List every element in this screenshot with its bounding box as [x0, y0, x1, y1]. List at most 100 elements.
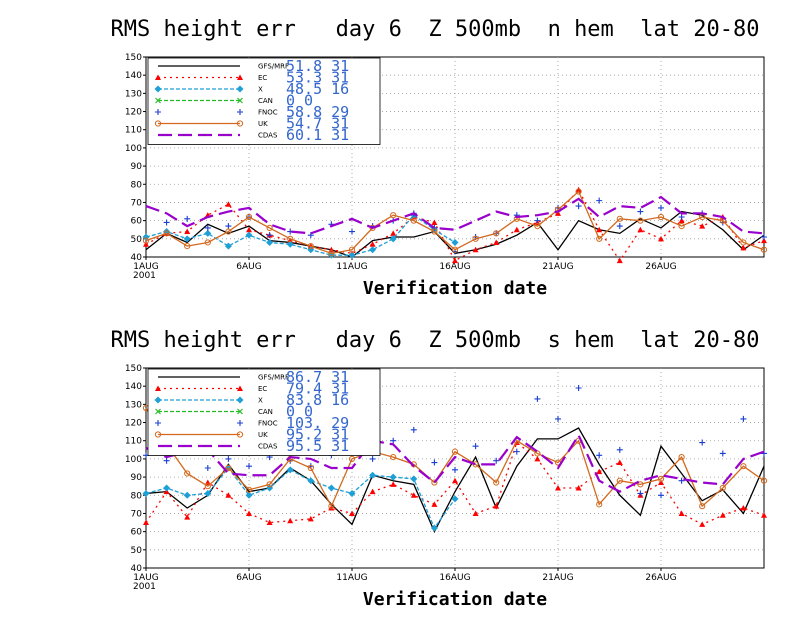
data-point: [184, 514, 191, 520]
legend-series-stat: 83.8 16: [286, 391, 349, 409]
data-point: [431, 224, 438, 231]
data-point: [369, 246, 377, 254]
data-point: [266, 481, 273, 488]
y-tick-label: 110: [125, 126, 142, 136]
x-tick-label: 6AUG: [236, 573, 261, 583]
legend-series-stat: 95.5 31: [286, 437, 349, 455]
legend-series-name: EC: [258, 385, 267, 393]
data-point: [699, 223, 706, 229]
data-point: [575, 385, 582, 391]
data-point: [204, 239, 211, 246]
y-tick-label: 70: [131, 198, 143, 208]
legend-series-name: FNOC: [258, 420, 278, 428]
data-point: [389, 235, 397, 243]
data-point: [575, 485, 582, 491]
data-point: [657, 213, 665, 221]
data-point: [761, 234, 767, 240]
data-point: [555, 210, 561, 216]
data-point: [493, 230, 500, 237]
y-tick-label: 130: [125, 400, 142, 410]
series-line: [145, 190, 765, 255]
legend-series-stat: 60.1 31: [286, 126, 349, 144]
legend-series-name: FNOC: [258, 109, 278, 117]
data-point: [184, 470, 191, 477]
y-tick-label: 60: [131, 217, 143, 227]
data-point: [348, 246, 356, 253]
legend-series-stat: 0 0: [286, 403, 313, 421]
x-tick-label: 1AUG: [133, 262, 158, 272]
data-point: [431, 479, 438, 486]
legend-series-stat: 103. 29: [286, 414, 349, 432]
legend-marker: [236, 431, 244, 438]
legend-series-name: GFS/MRF: [258, 63, 289, 71]
data-point: [637, 481, 644, 488]
data-point: [204, 483, 211, 490]
data-point: [390, 230, 397, 236]
legend-series-name: CAN: [258, 408, 273, 416]
data-point: [472, 235, 479, 242]
chart-title: RMS height err day 6 Z 500mb n hem lat 2…: [110, 17, 759, 42]
data-point: [184, 242, 191, 250]
x-tick-label: 21AUG: [542, 262, 573, 272]
data-point: [555, 415, 561, 422]
y-tick-label: 120: [125, 108, 142, 118]
series-line: [145, 427, 765, 534]
legend-marker: [155, 97, 161, 104]
x-tick-label: 21AUG: [542, 573, 573, 583]
legend-series-stat: 54.7 31: [286, 115, 349, 133]
legend-marker: [154, 85, 162, 93]
series-cdas: [145, 195, 765, 235]
data-point: [431, 501, 438, 507]
data-point: [513, 448, 520, 455]
data-point: [163, 484, 171, 492]
y-tick-label: 40: [131, 564, 143, 574]
y-tick-label: 150: [125, 364, 142, 374]
series-cdas: [145, 432, 765, 493]
data-point: [678, 214, 685, 220]
data-point: [452, 257, 458, 264]
data-point: [163, 230, 170, 237]
data-point: [348, 251, 356, 259]
data-point: [225, 492, 232, 498]
data-point: [493, 503, 500, 509]
x-axis-label: Verification date: [363, 589, 547, 610]
data-point: [266, 224, 273, 232]
legend-marker: [237, 97, 243, 104]
data-point: [410, 475, 418, 483]
data-point: [245, 213, 253, 221]
data-point: [761, 237, 767, 244]
data-point: [224, 242, 232, 250]
data-point: [575, 203, 582, 210]
data-point: [616, 223, 623, 230]
data-point: [184, 228, 191, 235]
data-point: [699, 503, 706, 510]
legend-marker: [155, 74, 161, 80]
data-point: [451, 448, 459, 455]
data-point: [246, 226, 252, 233]
x-axis-label: Verification date: [363, 278, 547, 299]
y-tick-label: 150: [125, 53, 142, 63]
data-point: [513, 226, 520, 233]
data-point: [245, 231, 253, 239]
data-point: [431, 228, 438, 235]
data-point: [225, 228, 232, 235]
data-point: [183, 491, 191, 499]
data-point: [658, 235, 664, 242]
y-tick-label: 130: [125, 89, 142, 99]
data-point: [287, 517, 294, 524]
data-point: [307, 477, 315, 485]
data-point: [740, 463, 747, 470]
data-point: [719, 450, 726, 457]
data-point: [761, 512, 767, 518]
y-tick-label: 90: [131, 162, 143, 172]
y-tick-label: 50: [131, 235, 143, 245]
x-tick-year-label: 2001: [133, 271, 156, 281]
series-gfs-mrf: [145, 427, 765, 534]
legend-marker: [154, 120, 162, 127]
data-point: [246, 463, 252, 470]
data-point: [328, 503, 335, 510]
data-point: [348, 455, 356, 463]
data-point: [699, 439, 706, 446]
data-point: [596, 197, 603, 204]
